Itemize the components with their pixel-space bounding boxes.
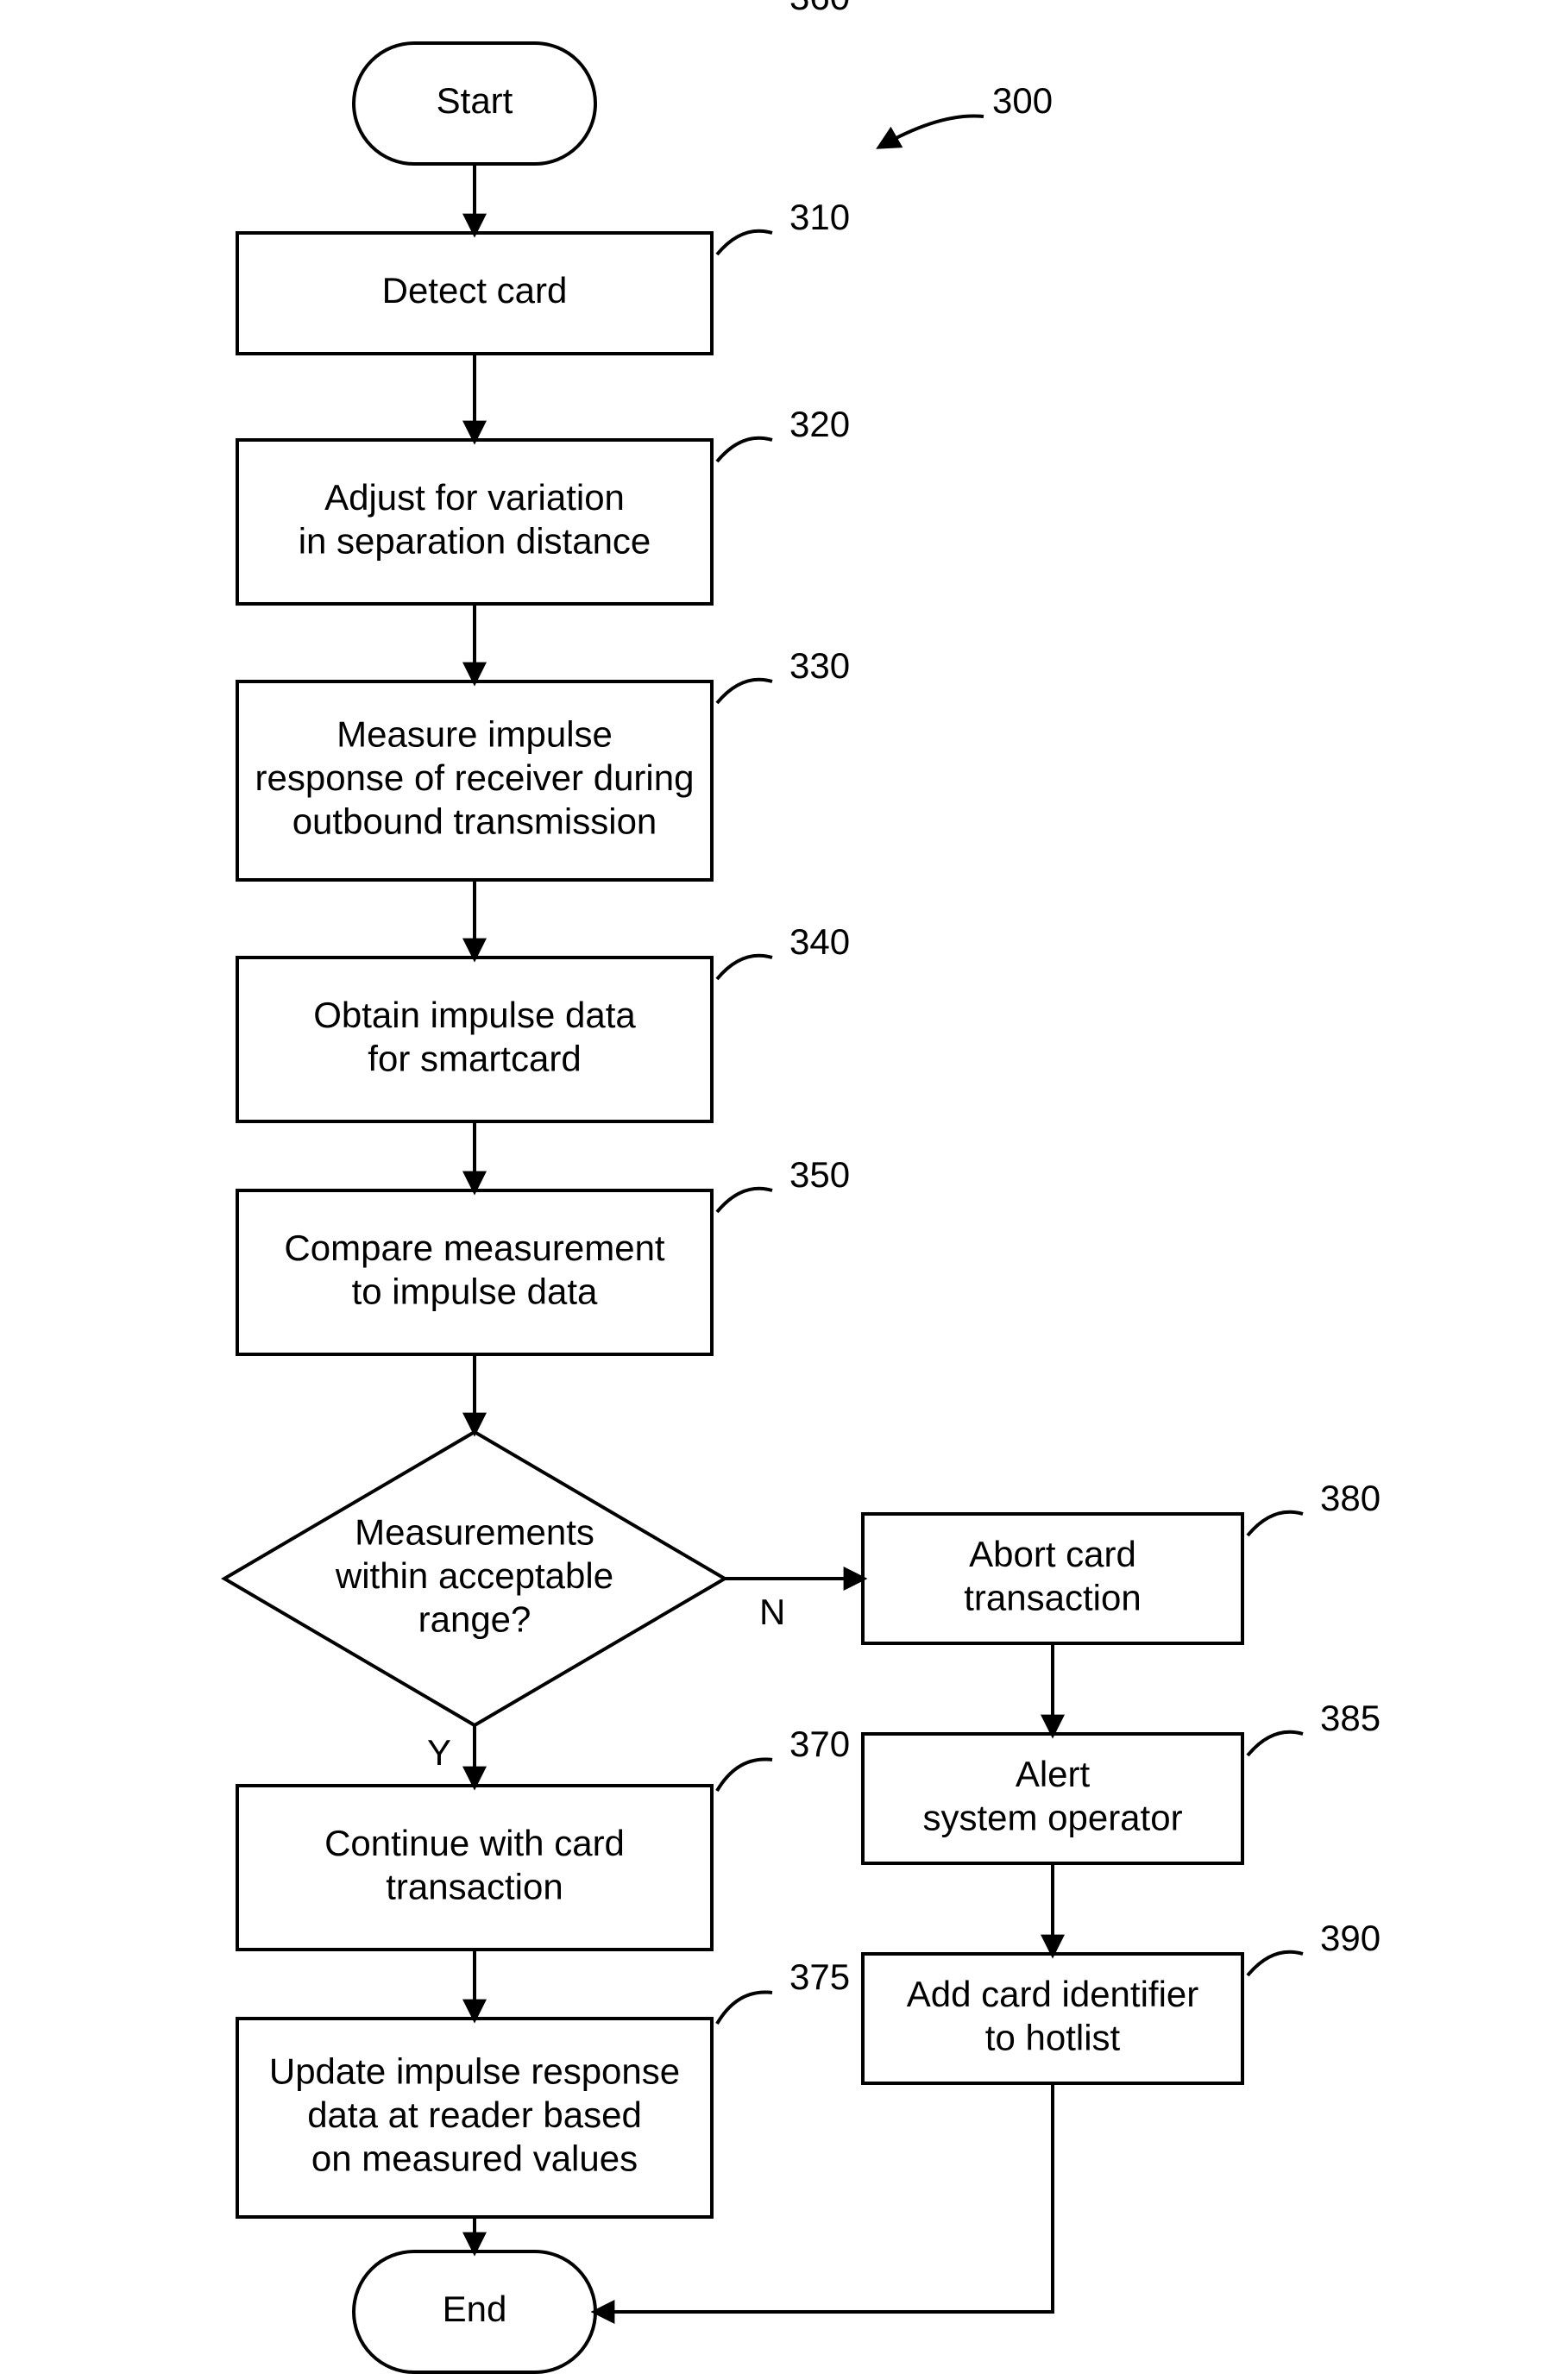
- svg-text:Continue with card: Continue with card: [324, 1823, 625, 1863]
- svg-text:on measured values: on measured values: [311, 2138, 638, 2178]
- svg-text:outbound transmission: outbound transmission: [292, 801, 657, 841]
- node-n320: Adjust for variationin separation distan…: [237, 404, 850, 604]
- node-n340: Obtain impulse datafor smartcard 340: [237, 921, 850, 1121]
- svg-text:within acceptable: within acceptable: [335, 1555, 613, 1596]
- svg-text:320: 320: [789, 404, 850, 444]
- node-end: End: [354, 2251, 595, 2372]
- node-n370: Continue with cardtransaction 370: [237, 1724, 850, 1950]
- svg-text:360: 360: [789, 0, 850, 17]
- svg-text:370: 370: [789, 1724, 850, 1764]
- svg-text:Measure impulse: Measure impulse: [337, 714, 613, 755]
- svg-text:transaction: transaction: [964, 1577, 1141, 1617]
- svg-text:to hotlist: to hotlist: [985, 2017, 1121, 2057]
- svg-text:Compare measurement: Compare measurement: [284, 1228, 665, 1268]
- svg-text:response of receiver during: response of receiver during: [255, 757, 695, 798]
- svg-text:330: 330: [789, 645, 850, 686]
- svg-text:to impulse data: to impulse data: [352, 1271, 598, 1311]
- svg-text:Update impulse response: Update impulse response: [269, 2051, 680, 2092]
- svg-text:in separation distance: in separation distance: [299, 520, 651, 561]
- svg-text:300: 300: [992, 80, 1053, 121]
- node-start: Start: [354, 43, 595, 164]
- svg-text:385: 385: [1320, 1698, 1381, 1738]
- svg-text:Detect card: Detect card: [382, 270, 568, 311]
- svg-text:range?: range?: [418, 1598, 531, 1639]
- svg-text:Alert: Alert: [1016, 1754, 1091, 1794]
- svg-text:data at reader based: data at reader based: [307, 2094, 642, 2135]
- svg-text:340: 340: [789, 921, 850, 962]
- node-n380: Abort cardtransaction 380: [863, 1478, 1381, 1643]
- svg-text:390: 390: [1320, 1918, 1381, 1958]
- figure-label: 300: [880, 80, 1053, 147]
- node-n385: Alertsystem operator 385: [863, 1698, 1381, 1863]
- svg-text:Y: Y: [427, 1732, 451, 1773]
- svg-text:Adjust for variation: Adjust for variation: [324, 477, 625, 518]
- node-n375: Update impulse responsedata at reader ba…: [237, 1956, 850, 2217]
- svg-text:Add card identifier: Add card identifier: [907, 1974, 1199, 2014]
- svg-text:375: 375: [789, 1956, 850, 1997]
- svg-text:Abort card: Abort card: [969, 1534, 1136, 1574]
- svg-text:Start: Start: [437, 80, 513, 121]
- node-n350: Compare measurementto impulse data 350: [237, 1154, 850, 1354]
- svg-text:system operator: system operator: [922, 1797, 1182, 1837]
- node-n390: Add card identifierto hotlist 390: [863, 1918, 1381, 2083]
- svg-text:Obtain impulse data: Obtain impulse data: [313, 995, 636, 1035]
- node-n310: Detect card 310: [237, 197, 850, 354]
- svg-text:380: 380: [1320, 1478, 1381, 1518]
- svg-text:Measurements: Measurements: [355, 1512, 594, 1553]
- svg-text:for smartcard: for smartcard: [368, 1038, 581, 1078]
- svg-text:End: End: [443, 2289, 507, 2329]
- svg-text:transaction: transaction: [386, 1866, 563, 1906]
- svg-text:N: N: [759, 1592, 785, 1632]
- svg-text:350: 350: [789, 1154, 850, 1195]
- svg-text:310: 310: [789, 197, 850, 237]
- node-n330: Measure impulseresponse of receiver duri…: [237, 645, 850, 880]
